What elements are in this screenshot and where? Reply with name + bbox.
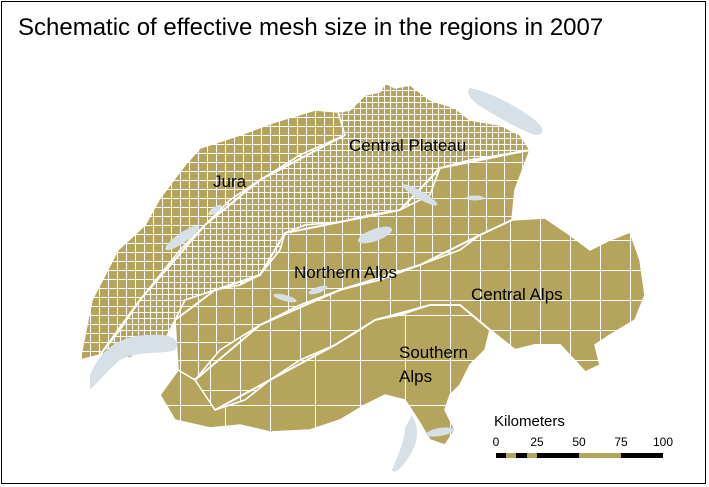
scale-tick-75: 75 [614, 435, 628, 449]
scale-seg-2 [506, 453, 516, 458]
label-jura: Jura [213, 172, 247, 191]
scale-seg-4 [527, 453, 537, 458]
lake-thun [273, 293, 297, 303]
label-central-plateau: Central Plateau [349, 136, 466, 155]
scale-seg-7 [621, 453, 663, 458]
scale-bar: Kilometers 0 25 50 75 100 [493, 413, 673, 458]
scale-tick-100: 100 [653, 435, 673, 449]
scale-tick-25: 25 [530, 435, 544, 449]
lake-biel [208, 204, 222, 216]
lakes [90, 88, 543, 472]
scale-tick-0: 0 [493, 435, 500, 449]
label-northern-alps: Northern Alps [294, 263, 397, 282]
scale-seg-6 [579, 453, 621, 458]
lake-zurich [402, 184, 438, 206]
region-boundaries [99, 134, 586, 411]
map-title: Schematic of effective mesh size in the … [18, 14, 604, 41]
scale-seg-3 [516, 453, 527, 458]
lake-constance [467, 88, 543, 135]
lake-brienz [308, 285, 328, 295]
scale-seg-5 [537, 453, 579, 458]
scale-seg-1 [496, 453, 506, 458]
lake-lucerne [357, 226, 393, 244]
lake-maggiore [392, 415, 417, 472]
scale-tick-50: 50 [572, 435, 586, 449]
lake-walen [466, 195, 484, 201]
lake-geneva [90, 334, 178, 390]
lake-lugano [426, 427, 454, 437]
label-southern-alps-line2: Alps [399, 367, 432, 386]
lake-neuchatel [165, 225, 199, 251]
label-central-alps: Central Alps [471, 285, 563, 304]
label-southern-alps-line1: Southern [399, 343, 468, 362]
scale-title: Kilometers [494, 413, 565, 430]
